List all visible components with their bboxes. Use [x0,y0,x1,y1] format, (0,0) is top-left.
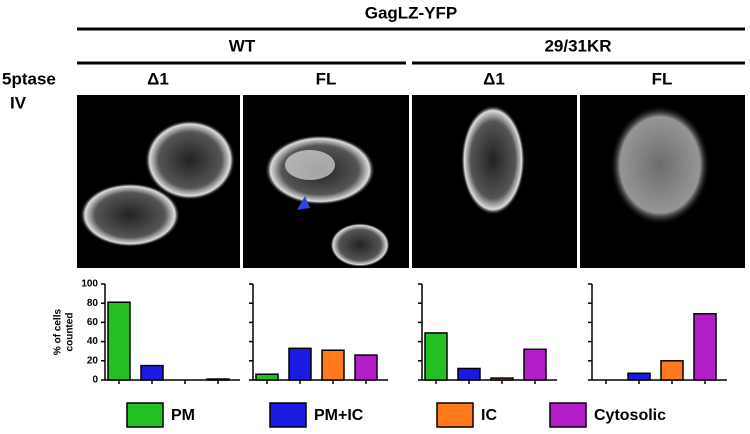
bar [107,301,131,381]
y-tick-label: 60 [87,317,99,328]
bar [693,313,717,381]
legend-swatch [549,402,587,428]
legend-label: Cytosolic [594,407,666,424]
micrographs [77,95,745,268]
title: GagLZ-YFP [365,3,458,22]
y-axis-label: counted [65,313,76,352]
legend-swatch [269,402,307,428]
bar [424,332,448,381]
group-label: WT [229,36,256,55]
bar [288,347,312,381]
bar [457,367,481,381]
bar [206,378,230,381]
bar [354,354,378,381]
bar [660,360,684,381]
panel-label: FL [652,69,673,88]
bar [140,364,164,381]
group-label: 29/31KR [544,36,611,55]
legend-swatch [126,402,164,428]
legend-label: IC [481,407,497,424]
panel-label: Δ1 [483,69,505,88]
bar [490,377,514,381]
bar [255,373,279,381]
y-tick-label: 100 [81,279,98,290]
y-tick-label: 0 [92,375,98,386]
y-tick-label: 80 [87,298,99,309]
legend-label: PM+IC [314,407,364,424]
bar [523,348,547,381]
y-tick-label: 20 [87,355,99,366]
panel-label: Δ1 [147,69,169,88]
bar [627,372,651,381]
legend-label: PM [171,407,195,424]
row-label: 5ptase [2,69,56,88]
y-axis-label: % of cells [53,309,64,356]
y-tick-label: 40 [87,336,99,347]
legend-swatch [436,402,474,428]
panel-label: FL [316,69,337,88]
row-label: IV [10,93,27,112]
bar [321,349,345,381]
